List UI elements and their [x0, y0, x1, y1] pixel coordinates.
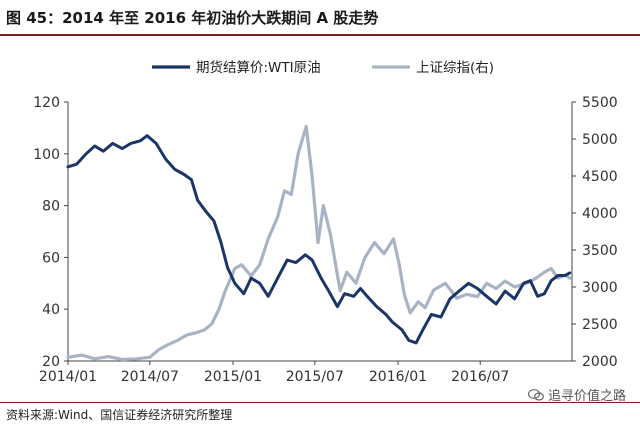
y-right-tick-label: 3500	[582, 243, 618, 259]
y-left-tick-label: 80	[42, 199, 60, 215]
y-left-tick-label: 20	[42, 354, 60, 370]
y-right-tick-label: 5000	[582, 132, 618, 148]
x-tick-label: 2016/07	[451, 369, 509, 385]
source-note: 资料来源:Wind、国信证券经济研究所整理	[6, 408, 233, 422]
y-right-tick-label: 4500	[582, 169, 618, 185]
y-right-tick-label: 2500	[582, 317, 618, 333]
series-line-shanghai-index	[66, 124, 572, 362]
legend: 期货结算价:WTI原油 上证综指(右)	[152, 59, 494, 76]
y-left-tick-label: 100	[33, 147, 60, 163]
chart-title: 图 45：2014 年至 2016 年初油价大跌期间 A 股走势	[6, 9, 379, 27]
footer-rule	[0, 402, 640, 403]
legend-item-shanghai-index: 上证综指(右)	[372, 60, 494, 76]
series-lines	[66, 124, 572, 362]
legend-label: 期货结算价:WTI原油	[196, 59, 321, 76]
x-tick-label: 2015/07	[286, 369, 344, 385]
watermark-text: 追寻价值之路	[547, 389, 626, 404]
y-right-tick-label: 5500	[582, 95, 618, 111]
axes: 20 40 60 80 100 120 2000 2500 3000 3500 4000 4500 50…	[33, 95, 617, 385]
watermark: 追寻价值之路	[527, 385, 626, 404]
wechat-icon	[527, 388, 544, 401]
title-bar: 图 45：2014 年至 2016 年初油价大跌期间 A 股走势	[0, 0, 640, 36]
y-right-tick-label: 3000	[582, 280, 618, 296]
legend-item-wti-oil: 期货结算价:WTI原油	[152, 59, 321, 76]
legend-label: 上证综指(右)	[416, 60, 494, 76]
x-tick-label: 2014/07	[121, 369, 179, 385]
y-left-tick-label: 60	[42, 250, 60, 266]
x-tick-label: 2014/01	[39, 369, 97, 385]
y-left-tick-label: 120	[33, 95, 60, 111]
y-right-tick-label: 4000	[582, 206, 618, 222]
series-line-wti-oil	[66, 134, 572, 345]
x-tick-label: 2015/01	[204, 369, 262, 385]
y-right-tick-label: 2000	[582, 354, 618, 370]
x-tick-label: 2016/01	[369, 369, 427, 385]
chart: 期货结算价:WTI原油 上证综指(右) 20 40 60 80 100 120 2000 250…	[33, 59, 617, 385]
y-left-tick-label: 40	[42, 302, 60, 318]
